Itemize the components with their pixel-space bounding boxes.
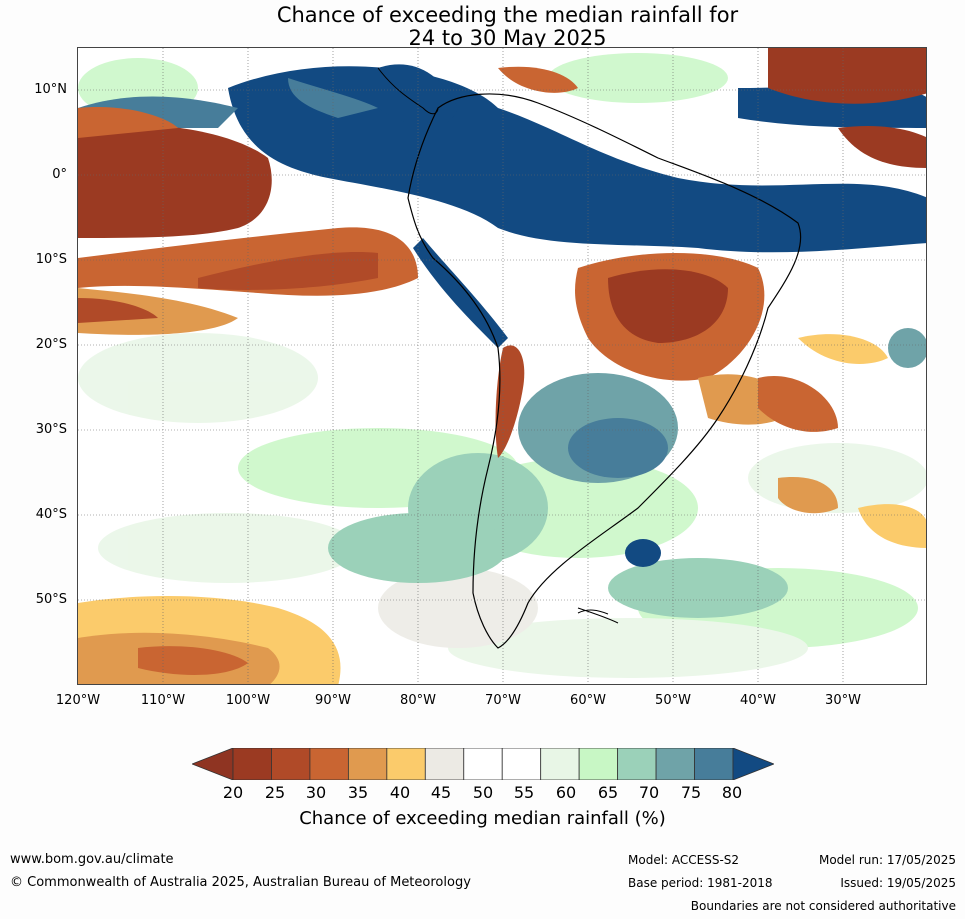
lon-label-30w: 30°W — [825, 693, 861, 708]
rainfall-map — [77, 47, 927, 685]
colorbar-under-arrow — [192, 748, 234, 780]
lon-label-70w: 70°W — [485, 693, 521, 708]
colorbar-box-65 — [578, 748, 619, 780]
colorbar-box-40 — [386, 748, 426, 780]
colorbar-tick-60: 60 — [555, 783, 577, 802]
lat-label-50s: 50°S — [35, 592, 67, 607]
issued-text: Issued: 19/05/2025 — [840, 876, 956, 890]
lat-label-10s: 10°S — [35, 252, 67, 267]
colorbar-box-35 — [347, 748, 388, 780]
lat-label-30s: 30°S — [35, 422, 67, 437]
colorbar-box-60 — [540, 748, 580, 780]
colorbar-tick-20: 20 — [222, 783, 244, 802]
colorbar-tick-30: 30 — [305, 783, 327, 802]
lon-label-50w: 50°W — [655, 693, 691, 708]
lon-label-80w: 80°W — [400, 693, 436, 708]
colorbar-box-80 — [694, 748, 734, 780]
colorbar-tick-55: 55 — [513, 783, 535, 802]
colorbar-box-75 — [655, 748, 695, 780]
colorbar — [192, 748, 774, 780]
colorbar-box-50 — [463, 748, 503, 780]
colorbar-tick-75: 75 — [680, 783, 702, 802]
colorbar-box-30 — [309, 748, 349, 780]
base-period-text: Base period: 1981-2018 — [628, 876, 773, 890]
title-line-2: 24 to 30 May 2025 — [408, 26, 607, 50]
colorbar-box-45 — [424, 748, 465, 780]
lon-label-100w: 100°W — [225, 693, 271, 708]
colorbar-tick-80: 80 — [721, 783, 743, 802]
colorbar-tick-70: 70 — [638, 783, 660, 802]
lat-label-10n: 10°N — [34, 82, 67, 97]
colorbar-tick-40: 40 — [389, 783, 411, 802]
lat-label-40s: 40°S — [35, 507, 67, 522]
colorbar-tick-45: 45 — [430, 783, 452, 802]
colorbar-box-70 — [617, 748, 657, 780]
colorbar-box-55 — [501, 748, 542, 780]
lat-label-20s: 20°S — [35, 337, 67, 352]
title-line-1: Chance of exceeding the median rainfall … — [276, 3, 739, 27]
lon-label-120w: 120°W — [55, 693, 101, 708]
website-link[interactable]: www.bom.gov.au/climate — [10, 852, 174, 867]
colorbar-label: Chance of exceeding median rainfall (%) — [299, 808, 666, 829]
model-text: Model: ACCESS-S2 — [628, 853, 740, 867]
colorbar-tick-50: 50 — [472, 783, 494, 802]
colorbar-tick-35: 35 — [347, 783, 369, 802]
copyright-text: © Commonwealth of Australia 2025, Austra… — [10, 875, 471, 890]
map-title: Chance of exceeding the median rainfall … — [0, 4, 965, 50]
colorbar-box-20 — [232, 748, 272, 780]
lon-label-40w: 40°W — [740, 693, 776, 708]
colorbar-box-25 — [271, 748, 311, 780]
lat-label-0: 0° — [52, 167, 67, 182]
lon-label-110w: 110°W — [140, 693, 186, 708]
colorbar-tick-25: 25 — [264, 783, 286, 802]
disclaimer-text: Boundaries are not considered authoritat… — [690, 899, 956, 913]
colorbar-over-arrow — [732, 748, 774, 780]
colorbar-tick-65: 65 — [597, 783, 619, 802]
model-run-text: Model run: 17/05/2025 — [818, 853, 956, 867]
lon-label-90w: 90°W — [315, 693, 351, 708]
map-canvas — [78, 48, 926, 684]
lon-label-60w: 60°W — [570, 693, 606, 708]
